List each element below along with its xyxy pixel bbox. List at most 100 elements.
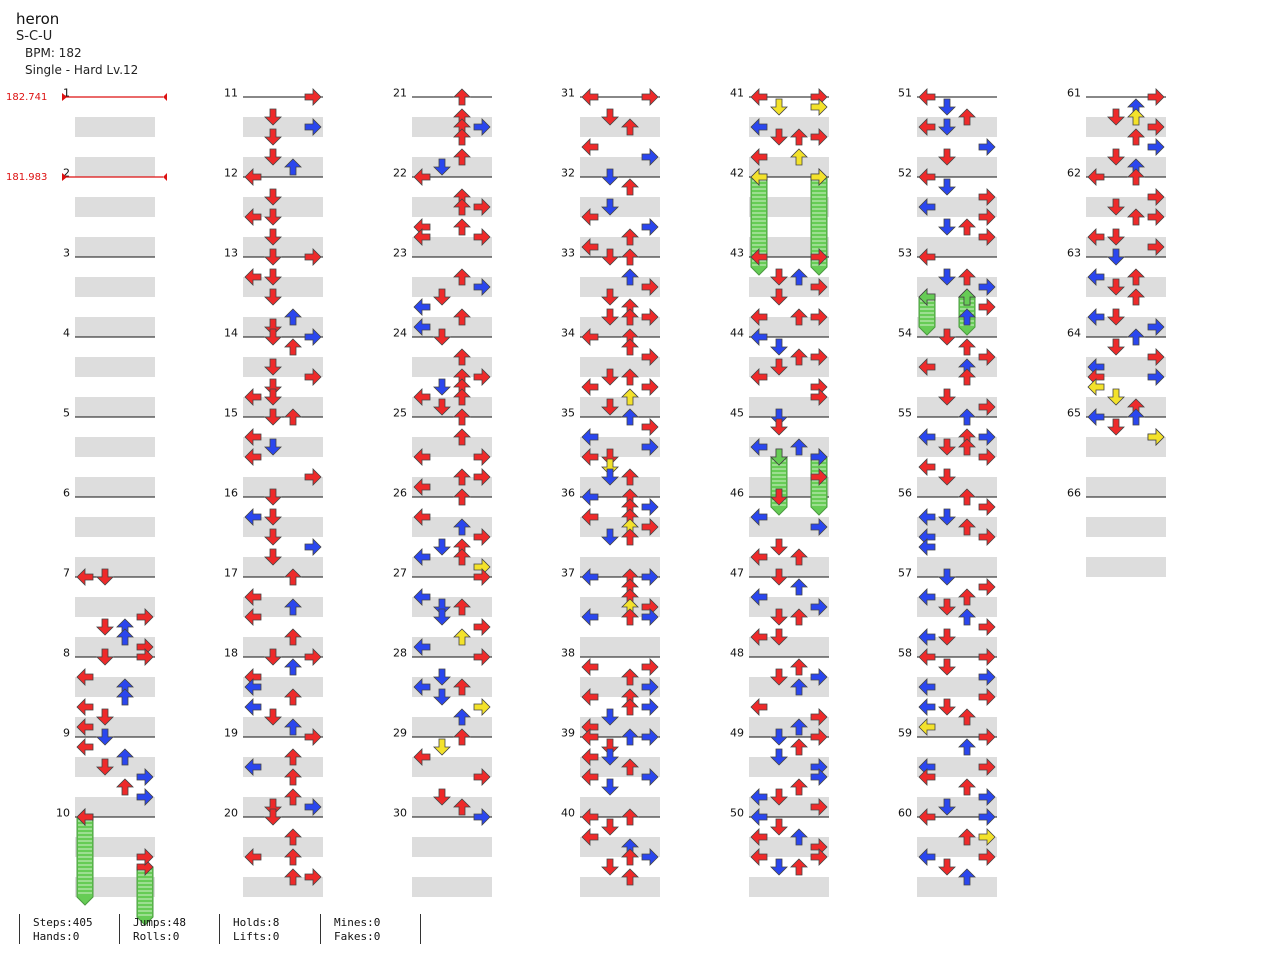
note-arrow-up [790,718,808,736]
beat-band [917,117,997,137]
measure: 28 [393,647,492,737]
bpm-marker: 182.741 [6,92,167,103]
measure: 45 [730,407,829,497]
note-arrow-right [1147,318,1165,336]
measure-number: 15 [224,407,238,420]
note-arrow-right [978,848,996,866]
note-arrow-left [76,738,94,756]
measure-number: 26 [393,487,407,500]
measure-number: 7 [63,567,70,580]
measure-number: 18 [224,647,238,660]
beat-band [749,837,829,857]
note-arrow-left [918,118,936,136]
bpm-tick [62,173,67,181]
note-arrow-down [1107,198,1125,216]
beat-band [749,517,829,537]
note-arrow-down [96,758,114,776]
note-arrow-up [621,368,639,386]
note-arrow-down [601,288,619,306]
beat-band [412,757,492,777]
note-arrow-down [96,648,114,666]
beat-band [412,437,492,457]
note-arrow-left [918,538,936,556]
note-arrow-right [136,608,154,626]
note-arrow-down [601,398,619,416]
note-arrow-left [750,828,768,846]
note-arrow-right [136,848,154,866]
note-arrow-down [770,788,788,806]
beat-band [580,237,660,257]
beat-band [1086,437,1166,457]
stats-divider [320,914,321,944]
beat-band [243,557,323,577]
note-arrow-down [264,488,282,506]
beat-band [580,797,660,817]
measure: 39 [561,727,660,817]
note-arrow-down [433,538,451,556]
note-arrow-right [978,728,996,746]
note-arrow-left [413,388,431,406]
beat-band [917,597,997,617]
note-arrow-left [750,548,768,566]
note-arrow-down [938,598,956,616]
note-arrow-down [264,188,282,206]
note-arrow-up [958,308,976,326]
measure: 6 [63,487,155,577]
beat-band [243,397,323,417]
beat-band [243,437,323,457]
beat-band [243,597,323,617]
note-arrow-left [918,698,936,716]
note-arrow-left [1087,268,1105,286]
beat-band [580,677,660,697]
measure-number: 56 [898,487,912,500]
note-arrow-up [453,598,471,616]
note-arrow-left [244,508,262,526]
measure-number: 65 [1067,407,1081,420]
measure: 13 [224,247,323,337]
note-arrow-left [750,248,768,266]
measure: 52 [898,167,997,257]
beat-band [917,877,997,897]
stat-group: Mines:0 Fakes:0 [320,910,420,946]
note-arrow-right [641,438,659,456]
note-arrow-up [453,128,471,146]
note-arrow-up [621,848,639,866]
measure-number: 51 [898,87,912,100]
beat-band [749,797,829,817]
note-arrow-up [621,268,639,286]
note-arrow-left [581,508,599,526]
note-arrow-left [918,288,936,306]
beat-band [580,157,660,177]
measure: 10 [56,807,155,897]
note-arrow-up [958,828,976,846]
note-arrow-left [750,588,768,606]
beat-band [412,597,492,617]
note-arrow-up [790,858,808,876]
note-arrow-left [581,568,599,586]
note-arrow-up [284,598,302,616]
note-arrow-up [621,728,639,746]
note-arrow-right [810,728,828,746]
note-arrow-right [978,688,996,706]
note-arrow-right [810,468,828,486]
measure-number: 17 [224,567,238,580]
beat-band [243,637,323,657]
beat-band [75,397,155,417]
measure-number: 40 [561,807,575,820]
note-arrow-down [601,198,619,216]
measure: 59 [898,727,997,817]
note-arrow-left [244,848,262,866]
note-arrow-right [810,798,828,816]
note-arrow-left [244,428,262,446]
bpm-tick [163,93,167,101]
song-difficulty: Single - Hard Lv.12 [25,63,139,77]
measure-number: 5 [63,407,70,420]
note-arrow-up [958,518,976,536]
bpm-marker: 181.983 [6,172,167,183]
stat-value: Fakes:0 [334,930,381,943]
note-arrow-left [244,608,262,626]
note-arrow-down [770,538,788,556]
measure-number: 13 [224,247,238,260]
measure-number: 48 [730,647,744,660]
beat-band [75,477,155,497]
